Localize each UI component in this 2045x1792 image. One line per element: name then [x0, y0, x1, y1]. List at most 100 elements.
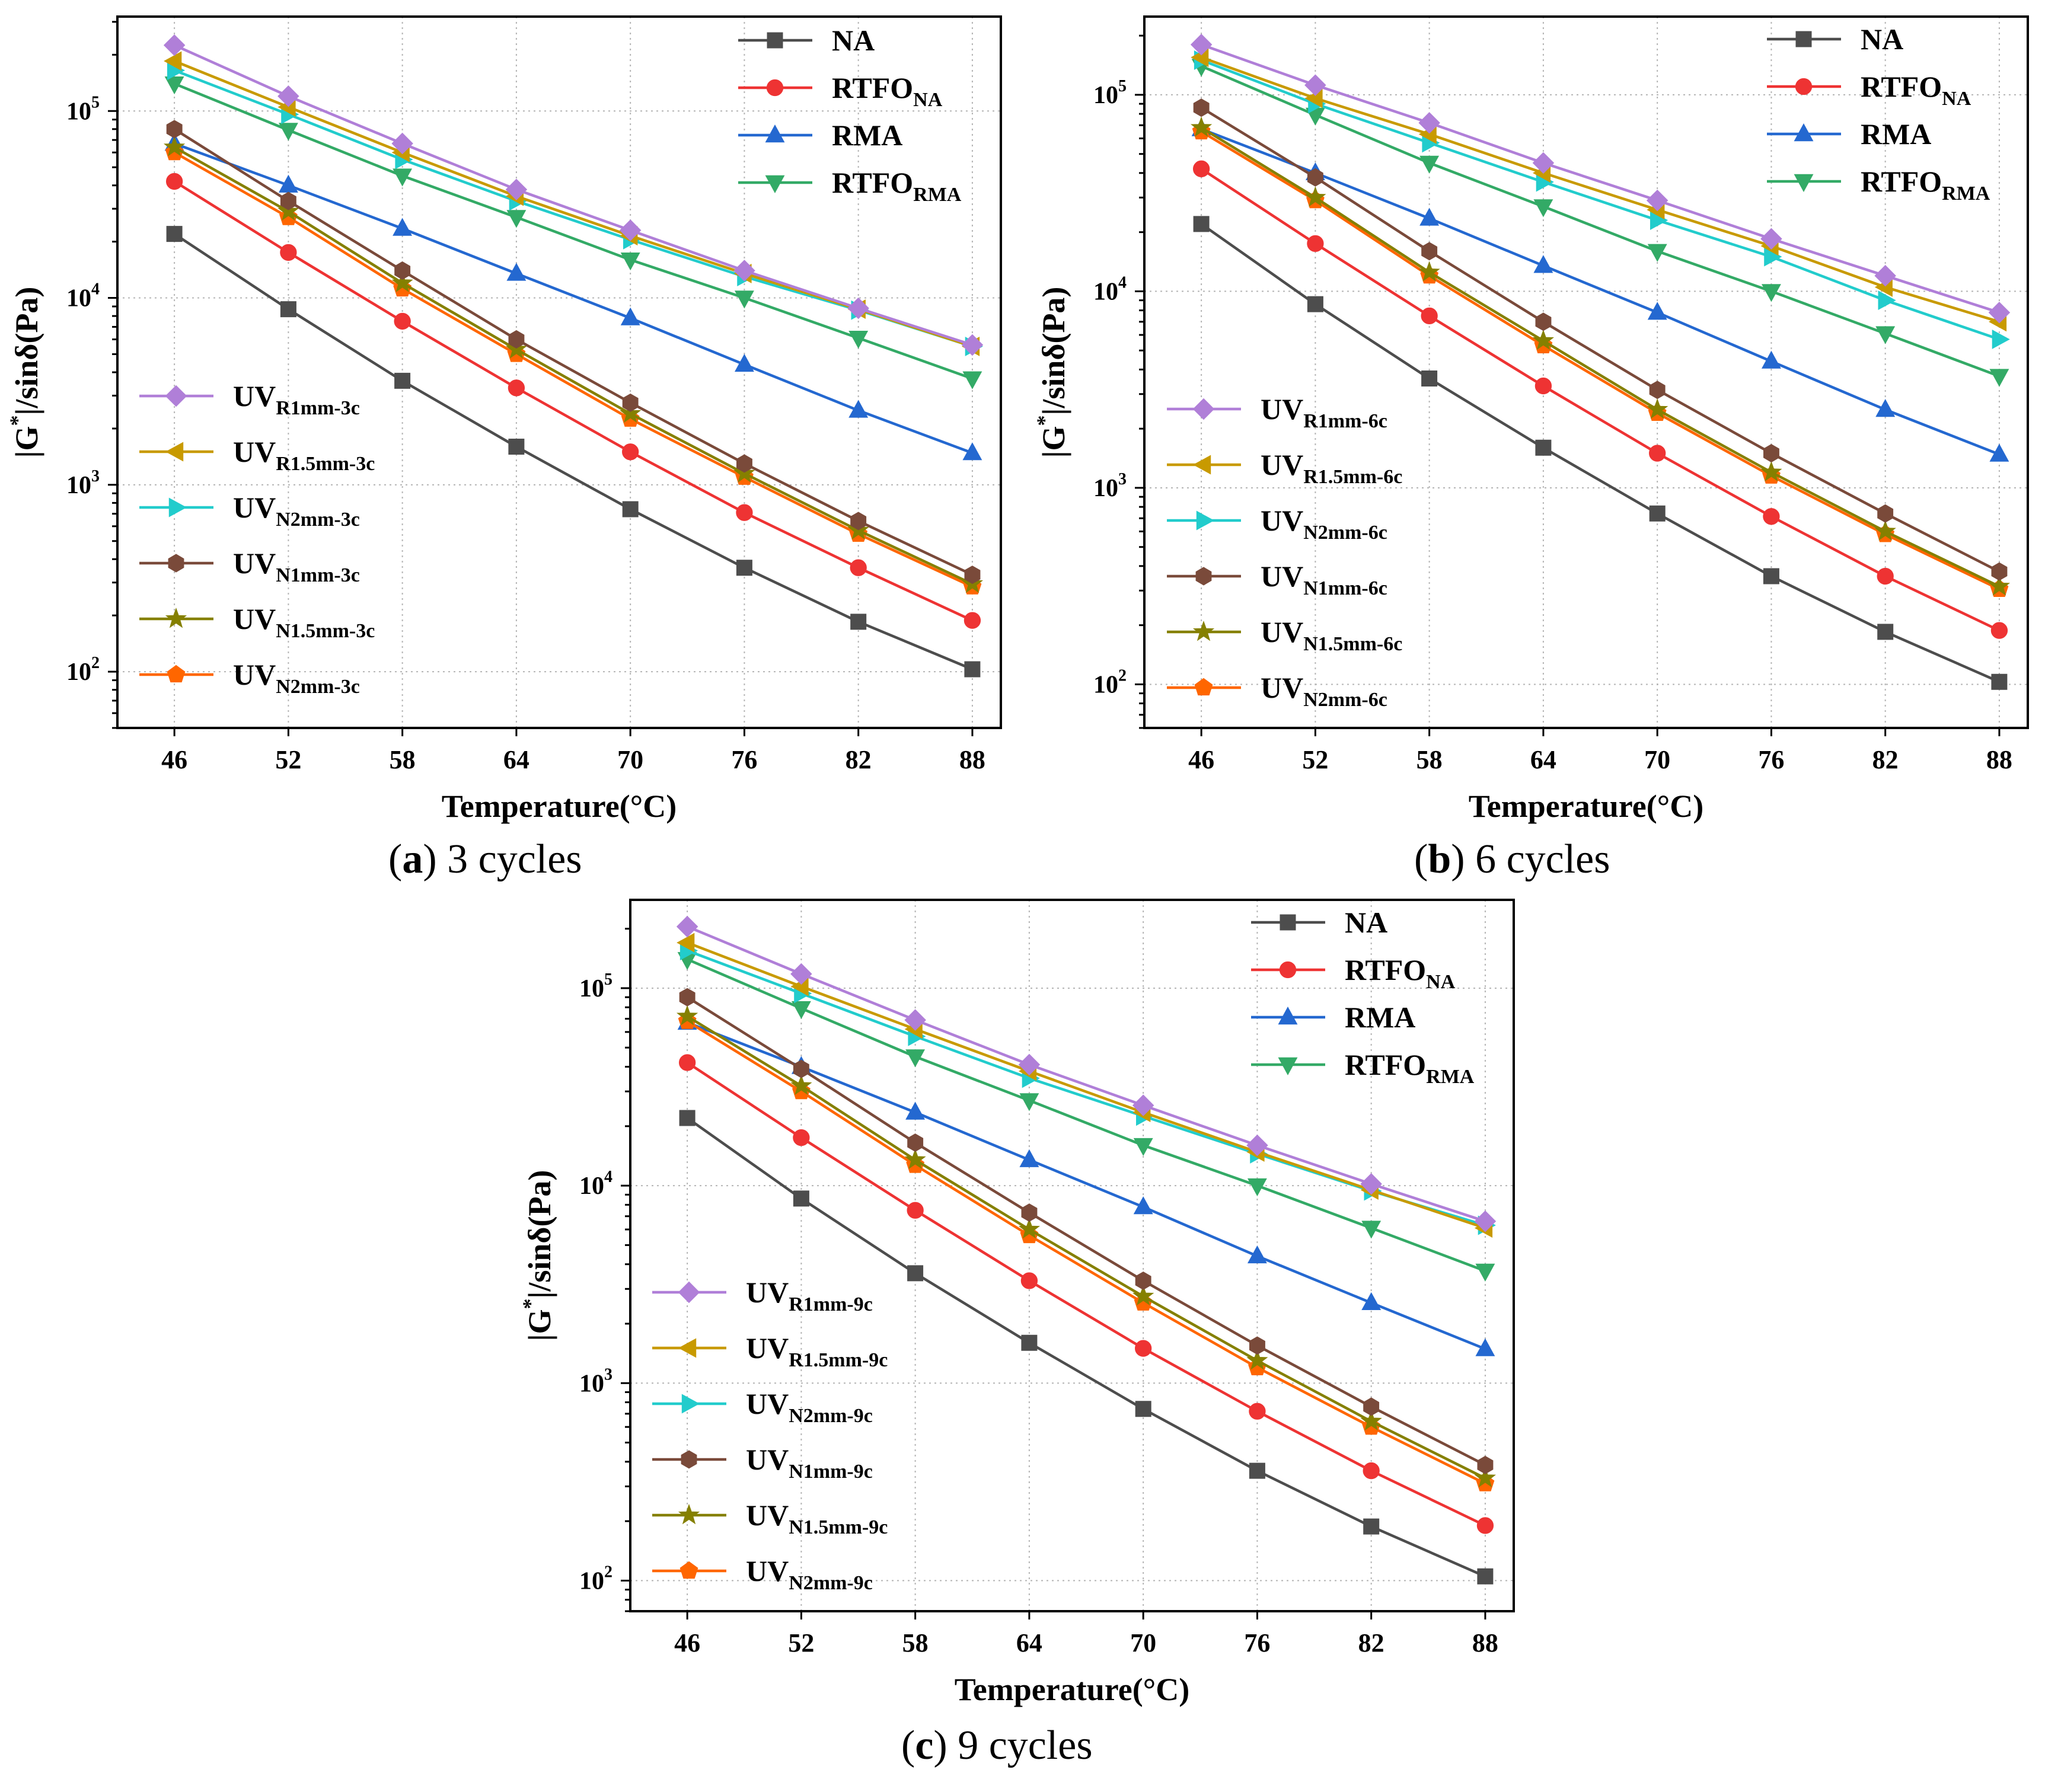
data-point: [1363, 1518, 1380, 1535]
data-point: [793, 1129, 810, 1146]
legend-marker: [679, 1561, 698, 1579]
legend-marker: [767, 32, 783, 49]
legend-marker: [765, 124, 785, 143]
series-UV_R1mm: [676, 915, 1497, 1232]
legend: NARTFONARMARTFORMAUVR1mm-6cUVR1.5mm-6cUV…: [1167, 23, 1990, 711]
data-point: [1421, 370, 1438, 386]
data-point: [164, 51, 182, 71]
data-point: [1307, 235, 1324, 253]
data-point: [1249, 1462, 1265, 1479]
x-tick-label: 58: [1416, 745, 1443, 774]
data-point: [1763, 444, 1779, 463]
data-point: [1532, 152, 1555, 174]
legend-label-main: UV: [746, 1331, 789, 1365]
legend-marker: [1280, 914, 1296, 931]
data-point: [1020, 1272, 1038, 1289]
legend-label-main: RMA: [1345, 1001, 1415, 1034]
data-point: [394, 372, 411, 389]
data-point: [904, 1148, 926, 1170]
data-point: [280, 191, 296, 210]
legend-label: NA: [832, 24, 875, 57]
series-line: [686, 1117, 1486, 1578]
data-point: [793, 1190, 809, 1207]
data-point: [394, 312, 411, 330]
data-point: [622, 393, 639, 412]
series-line: [173, 151, 973, 588]
data-point: [1533, 255, 1553, 273]
y-axis-label: |G*|/sinδ(Pa): [5, 287, 44, 458]
x-tick-label: 64: [1530, 745, 1556, 774]
data-point: [1477, 1455, 1494, 1474]
data-point: [1132, 1285, 1154, 1306]
x-tick-label: 76: [731, 745, 757, 774]
series-line: [686, 996, 1486, 1467]
data-point: [166, 226, 183, 242]
legend-label-main: UV: [746, 1443, 789, 1476]
data-point: [1421, 242, 1438, 261]
legend-marker: [1278, 1057, 1298, 1075]
legend-label-main: RTFO: [832, 166, 913, 199]
series-UV_R1mm: [163, 34, 984, 356]
y-tick-label: 104: [1093, 273, 1127, 305]
legend: NARTFONARMARTFORMAUVR1mm-3cUVR1.5mm-3cUV…: [139, 24, 962, 698]
x-tick-label: 52: [788, 1628, 814, 1657]
data-point: [1192, 160, 1210, 177]
legend-marker: [678, 1338, 697, 1358]
data-point: [961, 334, 984, 356]
legend-marker: [681, 1394, 700, 1414]
x-tick-label: 70: [617, 745, 643, 774]
data-point: [1135, 1272, 1151, 1291]
data-point: [679, 988, 696, 1007]
data-point: [1477, 1568, 1494, 1585]
series-line: [1201, 127, 2000, 456]
x-tick-label: 82: [1872, 745, 1899, 774]
data-point: [280, 244, 297, 261]
legend-label-sub: N2mm-3c: [276, 676, 360, 698]
legend-marker: [678, 1503, 700, 1525]
legend-label-sub: R1.5mm-6c: [1303, 466, 1402, 488]
data-point: [1646, 189, 1668, 212]
legend-marker: [1279, 961, 1297, 979]
data-point: [1761, 284, 1781, 302]
caption-b-text: 6 cycles: [1465, 836, 1610, 882]
y-tick-exponent: 3: [91, 467, 100, 485]
legend-label-main: RTFO: [1861, 165, 1942, 198]
data-point: [676, 1005, 698, 1026]
series-line: [174, 142, 973, 455]
legend-label-main: UV: [1261, 392, 1303, 426]
data-point: [848, 331, 869, 349]
data-point: [1418, 261, 1440, 282]
data-point: [905, 1101, 926, 1120]
legend-marker: [1794, 123, 1814, 142]
series-line: [1200, 106, 2000, 573]
data-point: [1307, 296, 1323, 312]
caption-a-text: 3 cycles: [436, 836, 582, 882]
legend-label-sub: R1mm-3c: [276, 397, 360, 419]
series-line: [1201, 65, 2000, 378]
legend-label-main: RTFO: [1861, 70, 1942, 103]
data-point: [508, 330, 525, 349]
legend-label-sub: N1.5mm-9c: [789, 1516, 888, 1538]
data-point: [1249, 1403, 1266, 1420]
caption-c-text: 9 cycles: [947, 1723, 1093, 1768]
y-tick-base: 10: [66, 98, 91, 125]
data-point: [1992, 329, 2010, 349]
legend: NARTFONARMARTFORMAUVR1mm-9cUVR1.5mm-9cUV…: [652, 906, 1475, 1594]
data-point: [1019, 1149, 1039, 1167]
legend-label: UVN1.5mm-3c: [233, 602, 375, 642]
legend-label-main: UV: [1261, 560, 1303, 593]
legend-label: UVN1.5mm-6c: [1261, 615, 1402, 655]
data-point: [1190, 116, 1213, 137]
legend-label-main: UV: [746, 1387, 789, 1420]
legend-label: UVN2mm-3c: [233, 491, 360, 531]
legend-marker: [165, 385, 187, 407]
data-point: [1363, 1462, 1380, 1480]
caption-c-letter: c: [915, 1723, 934, 1768]
data-point: [1246, 1134, 1268, 1157]
series-line: [687, 941, 1486, 1229]
series-line: [174, 82, 973, 380]
data-point: [1019, 1093, 1039, 1111]
legend-label-main: RTFO: [1345, 953, 1426, 986]
x-tick-label: 70: [1130, 1628, 1156, 1657]
data-point: [850, 614, 867, 630]
